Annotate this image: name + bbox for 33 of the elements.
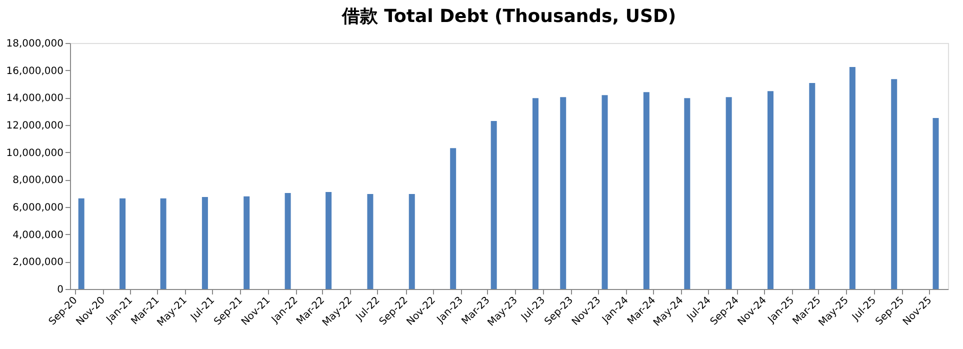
bar (932, 118, 939, 289)
bar (726, 97, 732, 289)
y-tick-label: 12,000,000 (6, 120, 64, 132)
bar (244, 196, 250, 289)
y-tick-label: 10,000,000 (6, 148, 64, 159)
y-tick-label: 2,000,000 (12, 257, 64, 268)
y-tick-label: 16,000,000 (6, 66, 64, 77)
bar (120, 198, 126, 289)
y-tick-label: 6,000,000 (12, 202, 64, 214)
bar (891, 79, 898, 289)
y-tick-label: 0 (57, 284, 64, 296)
bar (767, 91, 774, 289)
bar (643, 92, 650, 289)
y-tick-label: 18,000,000 (6, 38, 64, 50)
bar (684, 98, 690, 289)
bar (809, 83, 816, 289)
bar (849, 67, 856, 289)
y-tick-label: 4,000,000 (12, 230, 64, 241)
bar (560, 97, 566, 289)
bar (160, 198, 166, 289)
bar (326, 192, 332, 289)
bar (490, 121, 497, 289)
y-tick-label: 14,000,000 (6, 93, 64, 104)
bar (602, 95, 608, 289)
bar (78, 198, 84, 289)
bar (408, 194, 415, 289)
chart-title: 借款 Total Debt (Thousands, USD) (340, 6, 676, 27)
bar (532, 98, 538, 289)
bar (202, 197, 208, 289)
bar (450, 148, 456, 289)
bar (367, 194, 374, 289)
bar (284, 193, 291, 289)
y-tick-label: 8,000,000 (12, 175, 64, 186)
